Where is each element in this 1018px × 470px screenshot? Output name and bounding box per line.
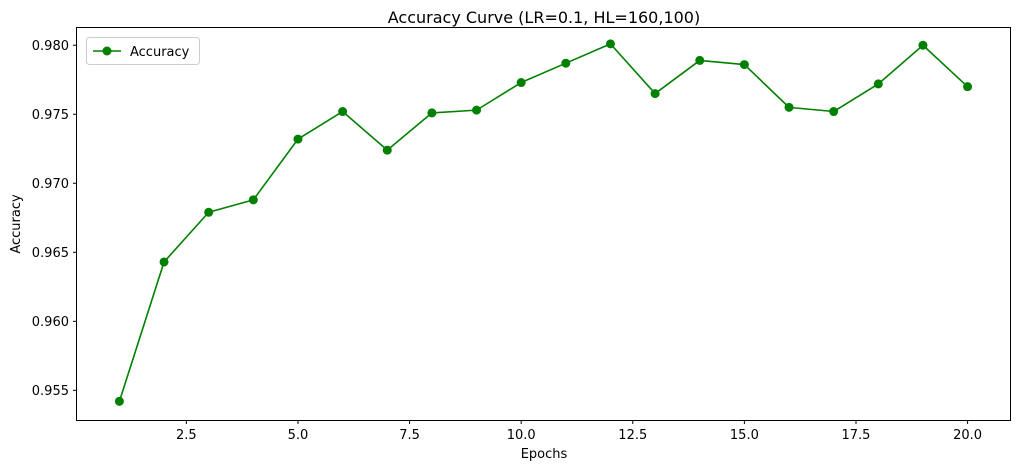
data-point	[918, 40, 928, 50]
data-point	[963, 82, 973, 92]
data-point	[293, 134, 303, 144]
y-axis-ticks: 0.955 0.960 0.965 0.970 0.975 0.980	[32, 39, 77, 399]
data-point	[427, 108, 437, 118]
y-tick-label: 0.955	[32, 384, 69, 399]
x-tick-label: 10.0	[507, 428, 536, 443]
series-line-accuracy	[118, 43, 969, 402]
legend: Accuracy	[86, 37, 200, 65]
x-tick-label: 17.5	[842, 428, 871, 443]
data-point	[516, 78, 526, 88]
x-axis-ticks: 2.5 5.0 7.5 10.0 12.5 15.0 17.5 20.0	[176, 420, 982, 443]
y-tick-label: 0.965	[32, 246, 69, 261]
data-point	[650, 89, 660, 99]
data-point	[784, 102, 794, 112]
data-point	[472, 105, 482, 115]
x-tick-label: 15.0	[730, 428, 759, 443]
y-tick-label: 0.970	[32, 177, 69, 192]
x-axis-label: Epochs	[521, 447, 568, 462]
y-axis-label: Accuracy	[9, 194, 24, 254]
data-point	[873, 79, 883, 89]
data-point	[159, 257, 169, 267]
y-tick-label: 0.980	[32, 39, 69, 54]
data-point	[829, 107, 839, 117]
legend-box	[86, 37, 200, 65]
data-point	[204, 207, 214, 217]
plot-area-frame	[76, 27, 1011, 421]
data-point	[561, 58, 571, 68]
data-point	[338, 107, 348, 117]
x-tick-label: 5.0	[288, 428, 309, 443]
legend-marker-swatch	[102, 46, 112, 56]
x-tick-label: 2.5	[176, 428, 197, 443]
y-tick-label: 0.975	[32, 108, 69, 123]
legend-label-accuracy: Accuracy	[130, 45, 190, 60]
data-point	[605, 39, 615, 49]
data-point	[695, 55, 705, 65]
data-point	[248, 195, 258, 205]
data-point	[739, 60, 749, 70]
x-tick-label: 12.5	[618, 428, 647, 443]
chart-title: Accuracy Curve (LR=0.1, HL=160,100)	[388, 8, 700, 27]
x-tick-label: 7.5	[399, 428, 420, 443]
series-layer	[114, 39, 973, 406]
x-tick-label: 20.0	[953, 428, 982, 443]
y-tick-label: 0.960	[32, 315, 69, 330]
data-point	[382, 145, 392, 155]
data-point	[114, 396, 124, 406]
